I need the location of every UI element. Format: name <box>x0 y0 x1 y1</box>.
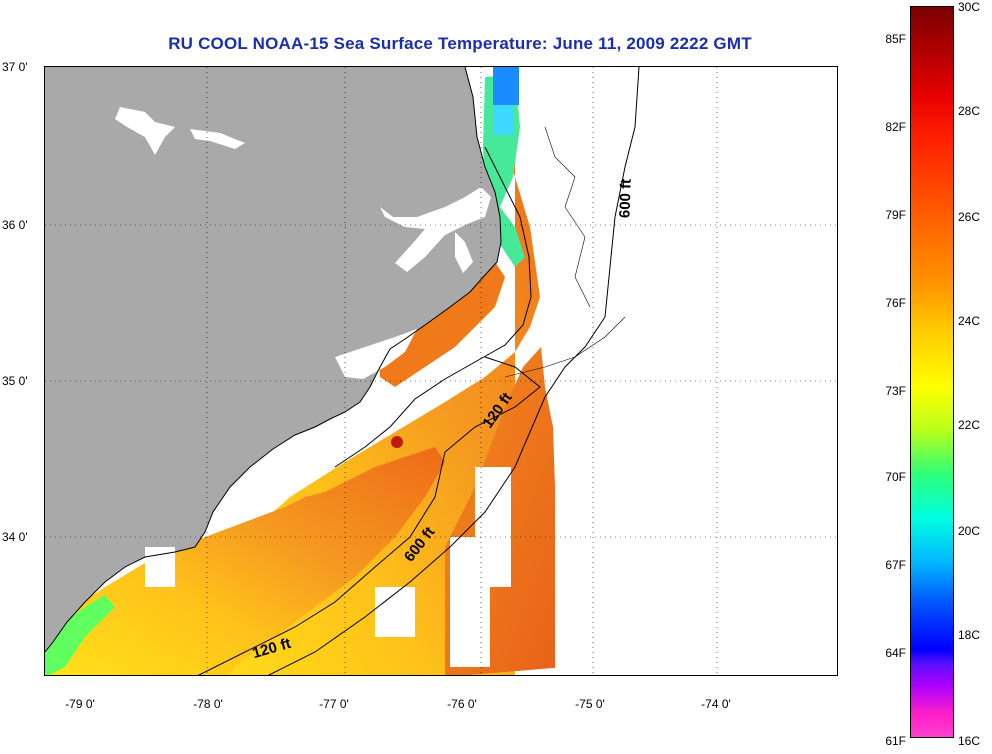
colorbar-c-22: 22C <box>958 418 981 432</box>
sst-map-canvas <box>45 67 837 675</box>
colorbar-f-67: 67F <box>885 558 906 572</box>
colorbar-f-76: 76F <box>885 296 906 310</box>
colorbar-f-73: 73F <box>885 384 906 398</box>
colorbar-c-24: 24C <box>958 314 981 328</box>
colorbar-c-30: 30C <box>958 0 981 14</box>
colorbar-f-82: 82F <box>885 120 906 134</box>
lat-label-35: 35 0' <box>2 374 28 388</box>
contour-600ft <box>267 67 640 675</box>
sst-map <box>44 66 838 676</box>
sst-field-south <box>45 447 445 675</box>
colorbar-c-18: 18C <box>958 628 981 642</box>
colorbar-f-79: 79F <box>885 208 906 222</box>
lat-label-36: 36 0' <box>2 218 28 232</box>
colorbar-c-26: 26C <box>958 210 981 224</box>
map-title: RU COOL NOAA-15 Sea Surface Temperature:… <box>168 34 752 53</box>
colorbar-f-85: 85F <box>885 32 906 46</box>
lon-label-79: -79 0' <box>65 697 95 711</box>
lon-label-74: -74 0' <box>701 697 731 711</box>
lon-label-78: -78 0' <box>193 697 223 711</box>
lat-label-37: 37 0' <box>2 60 28 74</box>
barrier-islands <box>334 146 532 468</box>
contour-label-600ft-north: 600 ft <box>616 178 635 219</box>
lon-label-75: -75 0' <box>575 697 605 711</box>
colorbar-f-70: 70F <box>885 470 906 484</box>
grid-lines <box>45 67 837 675</box>
sst-field-coastal-cool <box>45 595 115 675</box>
lon-label-76: -76 0' <box>447 697 477 711</box>
colorbar-c-20: 20C <box>958 524 981 538</box>
lon-label-77: -77 0' <box>319 697 349 711</box>
sound-warm-water <box>375 262 505 387</box>
lat-label-34: 34 0' <box>2 530 28 544</box>
colorbar-f-64: 64F <box>885 646 906 660</box>
colorbar-f-61: 61F <box>885 734 906 748</box>
colorbar-c-16: 16C <box>958 734 981 748</box>
colorbar-c-28: 28C <box>958 104 981 118</box>
contour-120ft <box>197 356 541 675</box>
temperature-colorbar <box>910 6 954 738</box>
